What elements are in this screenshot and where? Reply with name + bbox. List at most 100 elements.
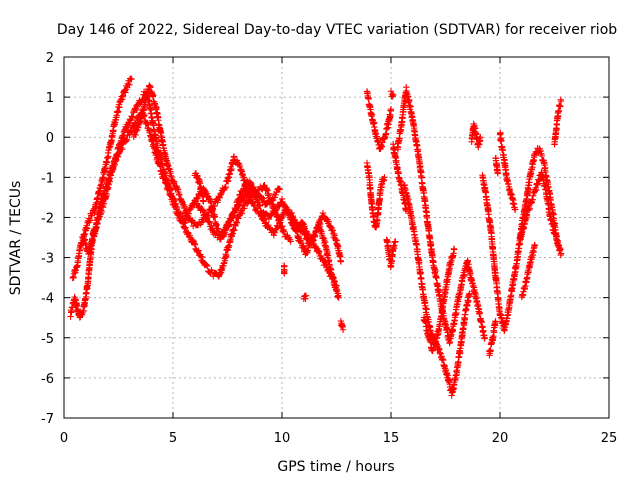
data-point — [181, 225, 189, 232]
data-point — [114, 153, 122, 160]
data-point — [526, 205, 533, 212]
data-point — [498, 137, 505, 144]
data-point — [557, 97, 565, 105]
data-point — [287, 238, 294, 245]
data-point — [218, 233, 225, 240]
chart-title: Day 146 of 2022, Sidereal Day-to-day VTE… — [57, 22, 617, 38]
data-point — [203, 261, 210, 269]
data-point — [111, 161, 118, 168]
data-point — [230, 227, 238, 234]
data-point — [241, 205, 248, 212]
data-point — [187, 205, 194, 213]
data-point — [233, 206, 240, 214]
data-point — [301, 230, 309, 238]
data-point — [235, 160, 242, 167]
data-point — [298, 239, 305, 247]
data-point — [141, 112, 148, 119]
data-point — [196, 180, 204, 187]
data-point — [142, 99, 149, 106]
data-point — [246, 197, 254, 204]
data-point — [275, 185, 283, 192]
data-point — [476, 309, 484, 316]
data-point — [236, 198, 244, 205]
data-point — [531, 242, 539, 249]
data-point — [150, 120, 157, 127]
data-point — [124, 80, 132, 87]
data-point — [384, 124, 392, 131]
data-point — [213, 221, 220, 229]
y-tick-label: -4 — [41, 292, 54, 307]
data-point — [205, 218, 213, 225]
x-axis-label: GPS time / hours — [277, 459, 394, 475]
data-point — [128, 127, 135, 134]
data-point — [403, 206, 410, 213]
data-point — [254, 204, 261, 212]
data-point — [555, 242, 563, 249]
data-point — [237, 208, 244, 216]
x-tick-label: 0 — [60, 431, 68, 446]
data-point — [512, 206, 519, 213]
data-point — [288, 209, 296, 217]
y-tick-label: 1 — [46, 91, 54, 106]
data-point — [274, 224, 282, 231]
data-point — [179, 220, 187, 227]
y-tick-label: -3 — [41, 252, 54, 267]
data-point — [240, 196, 248, 204]
data-point — [374, 217, 381, 224]
data-point — [429, 251, 436, 258]
data-point — [216, 194, 223, 201]
data-points — [67, 75, 565, 399]
data-point — [202, 188, 210, 196]
x-tick-label: 15 — [383, 431, 400, 446]
data-point — [392, 238, 399, 245]
data-point — [181, 203, 188, 210]
data-point — [327, 266, 335, 274]
data-point — [294, 221, 302, 229]
data-point — [365, 95, 372, 103]
data-point — [337, 258, 345, 265]
data-point — [278, 195, 286, 203]
data-point — [150, 92, 157, 99]
data-point — [119, 145, 126, 153]
data-point — [206, 219, 213, 226]
data-point — [199, 206, 206, 214]
y-tick-label: -5 — [41, 332, 54, 347]
data-point — [204, 214, 211, 222]
data-point — [139, 96, 146, 104]
data-point — [265, 215, 273, 223]
data-point — [191, 240, 198, 247]
data-point — [481, 334, 488, 341]
data-point — [83, 225, 91, 232]
data-point — [333, 287, 341, 294]
data-point — [191, 241, 199, 248]
data-point — [477, 134, 484, 141]
data-point — [123, 136, 130, 143]
data-point — [128, 75, 135, 83]
data-point — [97, 200, 105, 207]
data-point — [132, 119, 140, 126]
data-point — [304, 235, 311, 242]
data-point — [195, 247, 202, 254]
data-point — [284, 206, 292, 213]
data-point — [302, 231, 309, 238]
data-point — [300, 243, 307, 250]
data-point — [211, 202, 218, 210]
data-point — [272, 191, 279, 199]
data-point — [153, 150, 160, 158]
data-point — [200, 198, 207, 205]
data-point — [315, 249, 322, 256]
data-point — [210, 273, 217, 280]
plot-frame — [63, 56, 610, 419]
data-point — [206, 195, 213, 202]
data-point — [258, 209, 265, 217]
data-point — [475, 141, 483, 148]
data-point — [453, 309, 460, 317]
data-point — [197, 253, 205, 260]
data-point — [217, 190, 224, 198]
data-point — [276, 186, 284, 193]
data-point — [250, 201, 257, 209]
data-point — [271, 229, 279, 236]
data-point — [226, 221, 233, 228]
data-point — [194, 172, 201, 180]
data-point — [215, 232, 222, 239]
